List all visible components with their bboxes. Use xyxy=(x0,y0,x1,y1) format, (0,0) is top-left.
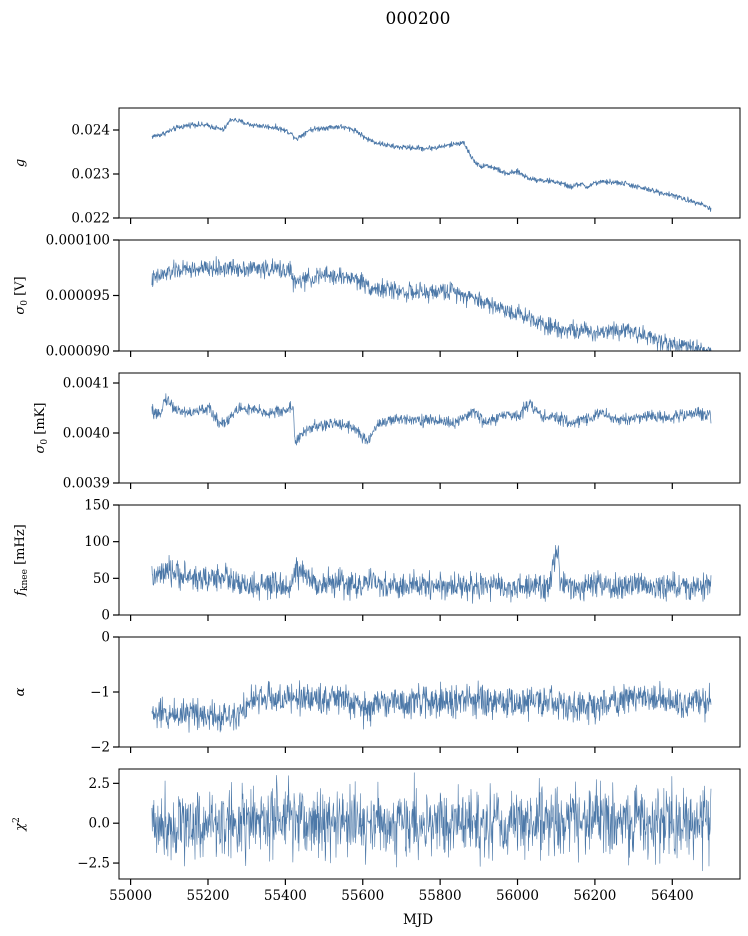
x-axis-label: MJD xyxy=(403,912,433,928)
series-line-panel-4 xyxy=(151,545,712,604)
y-tick-label-panel-5: −1 xyxy=(90,685,110,701)
y-tick-label-panel-6: −2.5 xyxy=(77,856,110,872)
y-tick-label-panel-2: 0.000095 xyxy=(46,288,110,304)
x-tick-label: 56000 xyxy=(496,888,539,904)
plot-frame-panel-4 xyxy=(118,504,741,616)
x-tick-label: 55200 xyxy=(187,888,230,904)
series-line-panel-1 xyxy=(151,117,712,212)
x-tick-label: 55800 xyxy=(419,888,462,904)
y-tick-label-panel-5: 0 xyxy=(101,630,110,646)
y-axis-label-panel-4: fknee [mHz] xyxy=(13,524,30,597)
y-tick-label-panel-5: −2 xyxy=(90,740,110,756)
x-tick-label: 56200 xyxy=(573,888,616,904)
plot-frame-panel-6 xyxy=(118,768,741,880)
y-tick-label-panel-1: 0.023 xyxy=(71,167,110,183)
y-tick-label-panel-3: 0.0040 xyxy=(63,426,110,442)
y-tick-label-panel-4: 100 xyxy=(84,534,110,550)
x-tick-label: 55600 xyxy=(341,888,384,904)
y-axis-label-panel-2: σ0 [V] xyxy=(13,276,30,314)
y-tick-label-panel-3: 0.0041 xyxy=(63,376,110,392)
y-tick-label-panel-4: 150 xyxy=(84,498,110,514)
series-line-panel-5 xyxy=(151,680,712,733)
y-axis-label-panel-1: g xyxy=(13,159,28,167)
y-tick-label-panel-1: 0.024 xyxy=(71,123,110,139)
y-axis-label-panel-5: α xyxy=(13,687,28,696)
figure-title: 000200 xyxy=(386,9,451,29)
y-axis-label-panel-6: χ2 xyxy=(12,817,28,832)
x-tick-label: 55400 xyxy=(264,888,307,904)
series-line-panel-6 xyxy=(151,772,712,872)
y-tick-label-panel-6: 2.5 xyxy=(89,776,110,792)
y-tick-label-panel-2: 0.000090 xyxy=(46,344,110,360)
y-tick-label-panel-3: 0.0039 xyxy=(63,476,110,492)
series-line-panel-2 xyxy=(151,256,712,351)
y-tick-label-panel-6: 0.0 xyxy=(89,816,110,832)
plot-frame-panel-5 xyxy=(118,636,741,748)
plot-frame-panel-3 xyxy=(118,372,741,484)
y-tick-label-panel-1: 0.022 xyxy=(71,211,110,227)
series-line-panel-3 xyxy=(151,393,712,446)
plot-frame-panel-1 xyxy=(118,107,741,219)
x-tick-label: 56400 xyxy=(651,888,694,904)
y-tick-label-panel-4: 0 xyxy=(101,608,110,624)
y-tick-label-panel-4: 50 xyxy=(93,571,110,587)
y-tick-label-panel-2: 0.000100 xyxy=(46,233,110,249)
x-tick-label: 55000 xyxy=(109,888,152,904)
y-axis-label-panel-3: σ0 [mK] xyxy=(33,403,50,454)
